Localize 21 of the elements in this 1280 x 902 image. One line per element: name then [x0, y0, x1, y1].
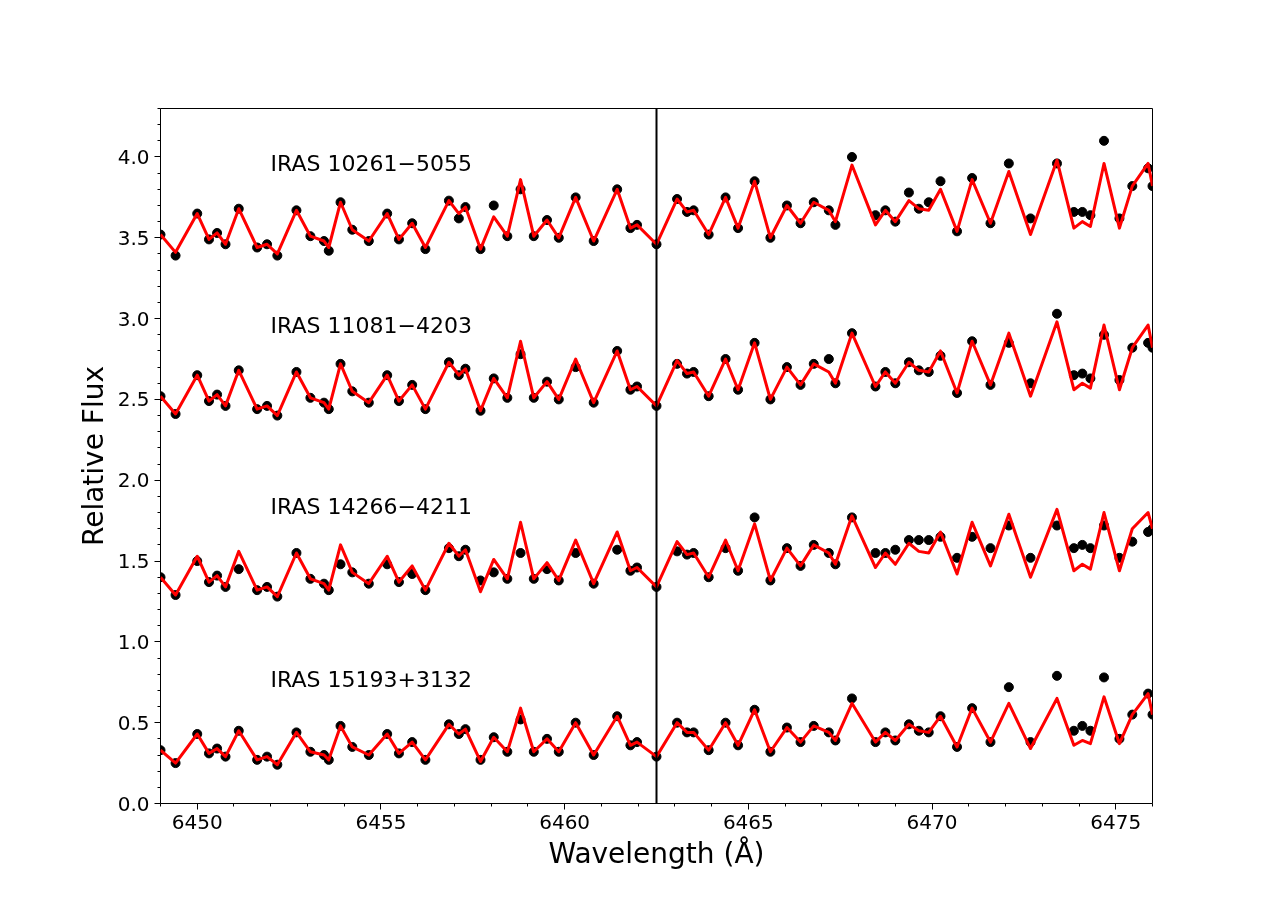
- y-tick-label: 3.5: [117, 225, 150, 250]
- y-tick-label: 1.0: [117, 629, 150, 654]
- x-tick-label: 6450: [171, 809, 223, 834]
- annotation: IRAS 11081−4203: [270, 312, 472, 338]
- annotation: IRAS 14266−4211: [270, 493, 472, 519]
- annotation: IRAS 10261−5055: [270, 151, 472, 177]
- annotation: IRAS 15193+3132: [270, 666, 472, 692]
- y-tick-label: 1.5: [117, 549, 150, 574]
- y-tick-label: 3.0: [117, 306, 150, 331]
- x-axis-title: Wavelength (Å): [548, 835, 765, 870]
- x-tick-label: 6475: [1090, 809, 1142, 834]
- y-tick-label: 0.5: [117, 710, 150, 735]
- y-tick-label: 4.0: [117, 144, 150, 169]
- y-axis-title: Relative Flux: [76, 365, 110, 547]
- x-tick-label: 6455: [355, 809, 407, 834]
- y-tick-label: 2.5: [117, 387, 150, 412]
- y-tick-label: 2.0: [117, 468, 150, 493]
- x-tick-label: 6470: [906, 809, 958, 834]
- y-tick-label: 0.0: [117, 791, 150, 816]
- x-tick-label: 6465: [722, 809, 774, 834]
- x-tick-label: 6460: [539, 809, 591, 834]
